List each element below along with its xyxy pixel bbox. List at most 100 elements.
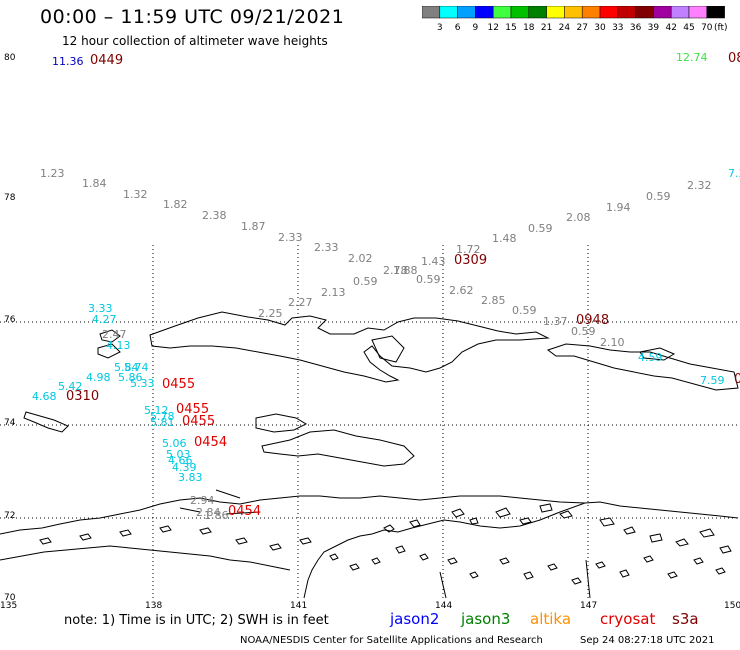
legend-tick-label: 18	[523, 23, 535, 32]
pass-time-label: 08	[728, 51, 740, 66]
pass-time-label: 0	[734, 372, 740, 387]
legend-swatch	[546, 6, 565, 19]
legend-swatch	[475, 6, 494, 19]
wave-height-label: 2.78	[383, 264, 408, 277]
wave-height-label: 1.72	[456, 243, 481, 256]
wave-height-label: 0.59	[528, 222, 553, 235]
coastlines	[0, 311, 739, 599]
wave-height-label: 11.36	[52, 55, 84, 68]
legend-tick-label: 39	[648, 23, 660, 32]
satellite-name-altika: altika	[530, 610, 572, 628]
latitude-tick-label: 80	[4, 53, 16, 63]
wave-height-label: 2.32	[687, 179, 712, 192]
satellite-name-jason3: jason3	[461, 610, 511, 628]
legend-swatch	[439, 6, 458, 19]
legend-tick-label: 70	[701, 23, 713, 32]
wave-height-label: 0.59	[646, 190, 671, 203]
wave-height-label: 2.08	[566, 211, 591, 224]
wave-height-label: 4.59	[638, 351, 663, 364]
latitude-tick-label: 72	[4, 511, 16, 521]
latitude-tick-label: 76	[4, 315, 16, 325]
color-legend: 3 6 9 12 15 18 21 24 27 30 33 36 39 42 45 70 (ft)	[422, 6, 728, 32]
wave-height-label: 1.37	[543, 315, 568, 328]
wave-height-label: 5.12	[144, 404, 169, 417]
legend-swatch	[457, 6, 476, 19]
wave-height-label: 2.47	[102, 328, 127, 341]
wave-height-label: 3.83	[178, 471, 203, 484]
wave-height-label: 2.84	[196, 506, 221, 519]
wave-height-label: 4.68	[32, 390, 57, 403]
wave-height-label: 5.81	[150, 416, 175, 429]
pass-time-label: 0455	[162, 377, 196, 392]
pass-time-label: 0454	[194, 435, 228, 450]
wave-height-label: 4.27	[92, 313, 117, 326]
legend-tick-label: 45	[683, 23, 694, 32]
pass-time-label: 0455	[182, 414, 216, 429]
legend-swatch	[581, 6, 601, 19]
wave-height-label: 2.62	[449, 284, 474, 297]
page-title: 00:00 – 11:59 UTC 09/21/2021	[40, 6, 345, 28]
wave-height-label: 0.59	[353, 275, 378, 288]
wave-height-label: 1.23	[40, 167, 65, 180]
legend-tick-label: 21	[541, 23, 552, 32]
wave-height-label: 0.59	[571, 325, 596, 338]
legend-tick-label: 24	[559, 23, 571, 32]
wave-height-label: 2.33	[278, 231, 303, 244]
legend-swatch	[510, 6, 530, 19]
generated-timestamp: Sep 24 08:27:18 UTC 2021	[580, 635, 715, 646]
legend-swatch	[670, 6, 690, 19]
wave-height-label: 1.88	[393, 264, 418, 277]
legend-tick-label: 9	[473, 23, 479, 32]
wave-height-label: 2.25	[258, 307, 283, 320]
legend-tick-label: 3	[437, 23, 443, 32]
wave-height-label: 4.66	[168, 454, 193, 467]
wave-height-label: 1.86	[204, 509, 229, 522]
wave-height-label: 5.86	[118, 371, 143, 384]
latitude-tick-label: 78	[4, 193, 16, 203]
longitude-tick-label: 147	[580, 601, 598, 611]
legend-tick-label: 30	[594, 23, 606, 32]
latitude-tick-label: 70	[4, 593, 16, 603]
legend-tick-label: 36	[630, 23, 642, 32]
legend-swatch	[564, 6, 583, 19]
legend-swatch	[599, 6, 619, 19]
legend-tick-label: 12	[487, 23, 498, 32]
legend-tick-label: 6	[455, 23, 461, 32]
longitude-tick-label: 150	[724, 601, 740, 611]
legend-swatch	[635, 6, 654, 19]
legend-swatch	[617, 6, 636, 19]
satellite-name-jason2: jason2	[390, 610, 440, 628]
longitude-tick-label: 141	[290, 601, 308, 611]
pass-time-label: 0455	[176, 402, 210, 417]
wave-height-label: 4.39	[172, 461, 197, 474]
wave-height-label: 5.74	[124, 361, 149, 374]
wave-height-label: 1.82	[163, 198, 188, 211]
wave-height-label: 12.74	[676, 51, 708, 64]
wave-height-label: 5.03	[166, 448, 191, 461]
longitude-tick-label: 144	[435, 601, 453, 611]
longitude-tick-label: 135	[0, 601, 18, 611]
satellite-name-cryosat: cryosat	[600, 610, 656, 628]
wave-height-label: 7.59	[700, 374, 725, 387]
pass-time-label: 0454	[228, 504, 262, 519]
pass-time-label: 0449	[90, 53, 124, 68]
wave-height-label: 2.38	[202, 209, 227, 222]
pass-time-label: 0948	[576, 313, 610, 328]
latitude-tick-label: 74	[4, 418, 16, 428]
legend-swatch	[653, 6, 672, 19]
wave-height-label: 5.06	[162, 437, 187, 450]
satellite-name-s3a: s3a	[672, 610, 699, 628]
pass-time-label: 0309	[454, 253, 488, 268]
footer-note: note: 1) Time is in UTC; 2) SWH is in fe…	[64, 613, 329, 628]
pass-time-label: 0310	[66, 389, 100, 404]
wave-height-label: 7.3	[728, 167, 740, 180]
wave-height-label: 0.59	[416, 273, 441, 286]
wave-height-label: 2.27	[288, 296, 313, 309]
wave-height-label: 5.84	[114, 361, 139, 374]
wave-height-label: 1.43	[421, 255, 446, 268]
legend-swatch	[422, 6, 441, 19]
wave-height-label: 1.84	[82, 177, 107, 190]
wave-height-label: 1.48	[492, 232, 517, 245]
wave-height-label: 4.98	[86, 371, 111, 384]
legend-tick-label: 33	[612, 23, 623, 32]
